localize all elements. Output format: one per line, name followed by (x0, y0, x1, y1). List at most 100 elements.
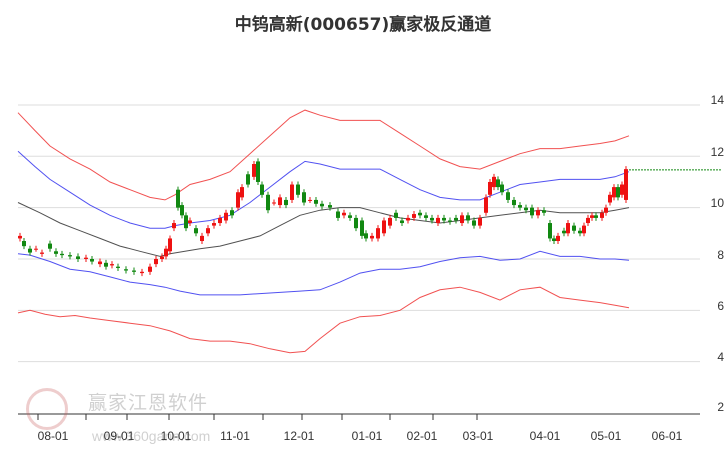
candle-body (278, 197, 282, 206)
candle-body (572, 225, 576, 231)
candle-body (478, 217, 482, 226)
candle-body (600, 212, 604, 218)
candle-body (542, 210, 546, 213)
x-tick-label: 03-01 (462, 429, 494, 443)
candle-body (154, 258, 158, 265)
candle-body (18, 235, 22, 239)
candle-body (582, 225, 586, 234)
candle-body (256, 161, 260, 182)
candle-body (594, 215, 598, 218)
x-tick-label: 05-01 (590, 429, 622, 443)
candle-body (578, 230, 582, 234)
candle-body (500, 184, 504, 193)
candle-body (218, 217, 222, 224)
x-tick-label: 12-01 (283, 429, 315, 443)
candle-body (230, 210, 234, 216)
candle-body (224, 212, 228, 221)
candle-body (252, 164, 256, 177)
candle-body (400, 220, 404, 224)
candle-body (624, 169, 628, 200)
candle-body (284, 199, 288, 206)
candle-body (320, 203, 324, 207)
candle-body (98, 261, 102, 265)
x-tick-label: 01-01 (351, 429, 383, 443)
candle-body (418, 212, 422, 216)
candle-body (376, 228, 380, 239)
candle-body (188, 220, 192, 224)
candle-body (60, 253, 64, 256)
candle-body (590, 215, 594, 218)
candle-body (302, 192, 306, 203)
candle-body (90, 258, 94, 262)
candle-body (406, 217, 410, 221)
candle-body (40, 252, 44, 254)
candle-body (488, 181, 492, 195)
x-tick-label: 08-01 (37, 429, 69, 443)
candle-body (140, 271, 144, 274)
y-tick-2: 2 (717, 400, 724, 414)
candle-body (168, 238, 172, 252)
band-outer_upper (17, 109, 630, 201)
candle-body (566, 223, 570, 234)
candle-body (314, 199, 318, 204)
x-tick-label: 06-01 (651, 429, 683, 443)
candle-body (34, 248, 38, 250)
candle-body (360, 220, 364, 236)
x-tick-label: 09-01 (103, 429, 135, 443)
candle-body (290, 184, 294, 200)
x-tick-label: 11-01 (220, 429, 250, 443)
candle-body (54, 251, 58, 254)
candle-body (460, 215, 464, 224)
candle-body (184, 215, 188, 229)
candle-body (272, 202, 276, 204)
candle-body (556, 235, 560, 242)
y-tick-6: 6 (717, 299, 724, 313)
candle-body (308, 199, 312, 201)
candle-body (530, 207, 534, 216)
watermark-brand: 赢家江恩软件 (88, 392, 209, 414)
band-inner_lower (17, 250, 630, 296)
candle-body (394, 212, 398, 218)
candle-body (84, 257, 88, 259)
candle-body (562, 230, 566, 234)
candle-body (160, 256, 164, 259)
candle-body (518, 205, 522, 208)
x-tick-label: 04-01 (529, 429, 561, 443)
candle-body (206, 228, 210, 234)
candle-body (442, 217, 446, 221)
candle-body (382, 220, 386, 234)
y-tick-8: 8 (717, 248, 724, 262)
candle-body (110, 264, 114, 266)
candle-body (68, 255, 72, 257)
candle-body (132, 270, 136, 272)
candle-body (472, 220, 476, 226)
candle-body (28, 248, 32, 253)
candle-body (194, 228, 198, 234)
chart-title: 中钨高新(000657)赢家极反通道 (234, 15, 492, 35)
candle-body (586, 217, 590, 224)
candle-body (536, 210, 540, 216)
watermark-seal-icon (26, 388, 68, 430)
candle-body (506, 192, 510, 200)
candle-body (328, 205, 332, 208)
candle-body (548, 223, 552, 239)
candle-body (148, 266, 152, 272)
candle-body (496, 179, 500, 188)
candle-body (620, 184, 624, 195)
candle-body (76, 256, 80, 259)
candle-body (266, 194, 270, 211)
candle-body (48, 243, 52, 249)
candle-body (236, 192, 240, 208)
candle-body (22, 241, 26, 247)
candle-body (370, 235, 374, 239)
band-inner_upper (17, 150, 630, 229)
candle-body (342, 212, 346, 216)
candle-body (466, 215, 470, 221)
candle-body (512, 199, 516, 206)
candle-body (212, 223, 216, 226)
candle-body (430, 217, 434, 221)
candle-body (388, 217, 392, 226)
candle-body (424, 215, 428, 218)
candle-body (608, 194, 612, 203)
